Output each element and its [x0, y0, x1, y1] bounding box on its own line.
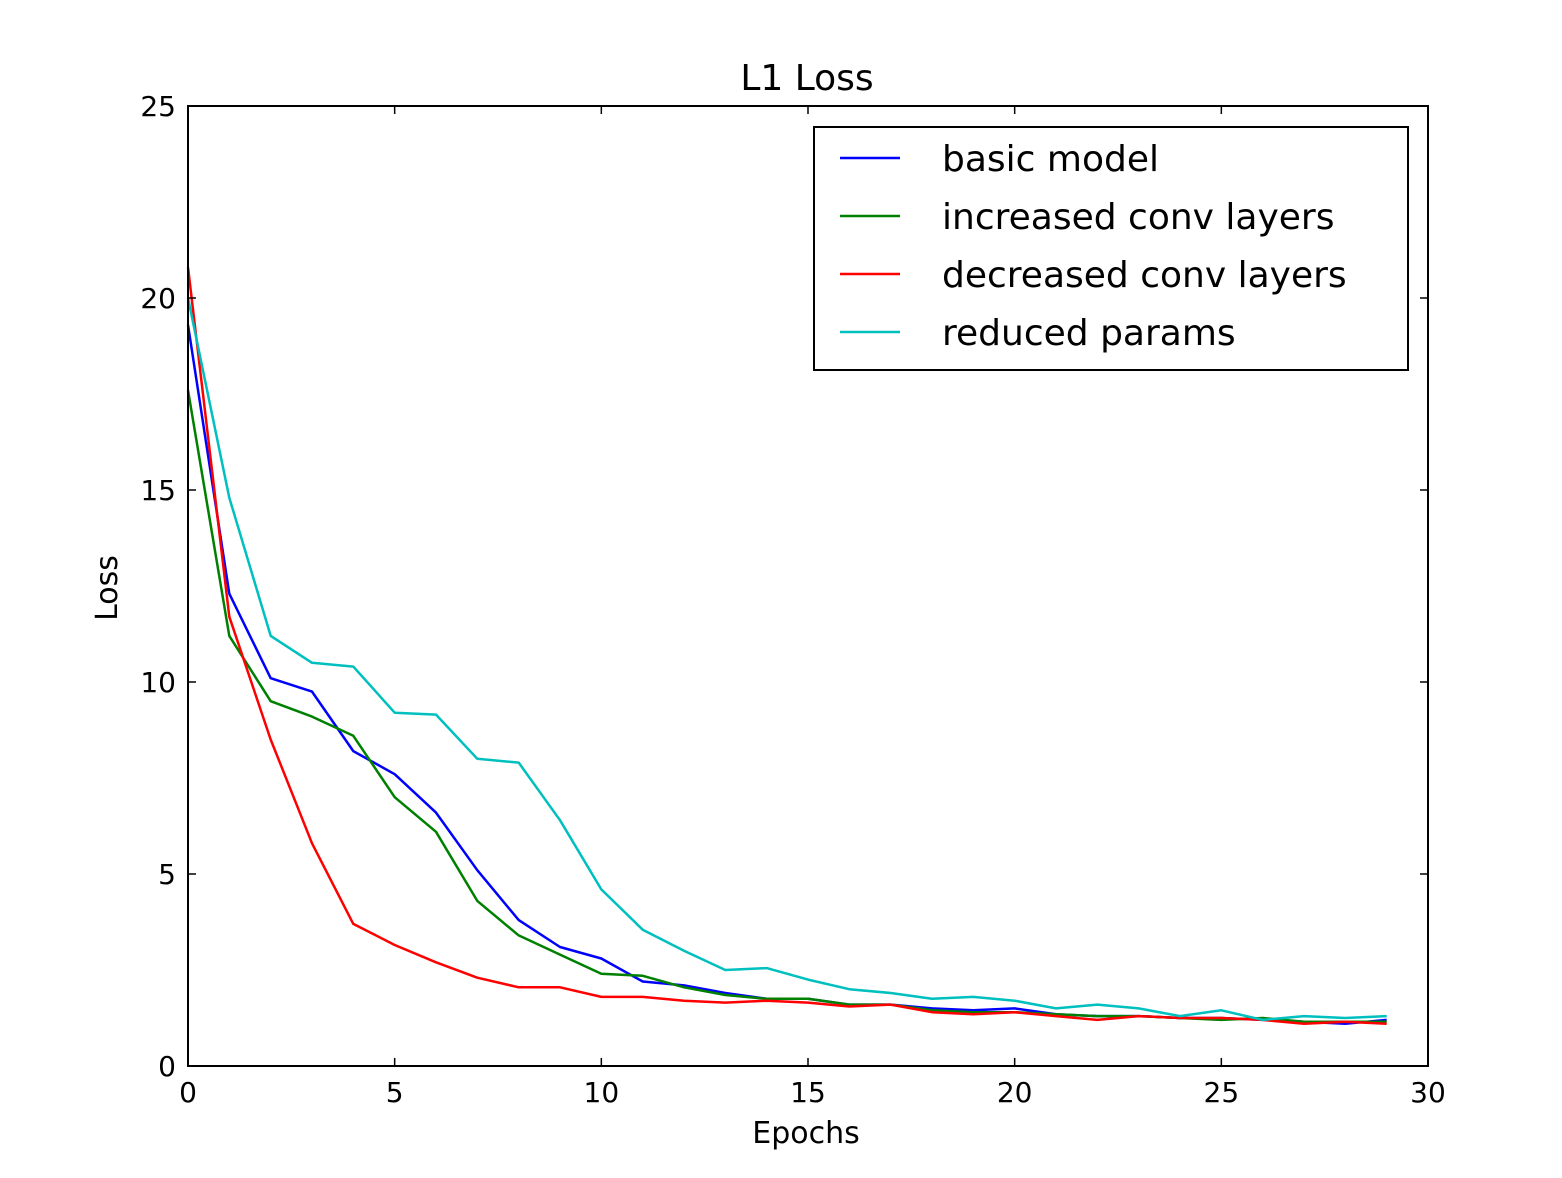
- y-tick-label: 0: [158, 1050, 176, 1083]
- y-axis-label: Loss: [90, 555, 125, 621]
- y-tick-label: 25: [140, 90, 176, 123]
- x-tick-label: 0: [179, 1076, 197, 1109]
- series-line-4: [186, 297, 1387, 1022]
- legend-label-2: increased conv layers: [942, 197, 1334, 238]
- x-tick-label: 25: [1204, 1076, 1240, 1109]
- x-tick-label: 10: [584, 1076, 620, 1109]
- y-tick-label: 10: [140, 666, 176, 699]
- legend-label-3: decreased conv layers: [942, 255, 1347, 296]
- series-line-3: [186, 267, 1387, 1026]
- legend-label-1: basic model: [942, 139, 1159, 180]
- x-tick-label: 5: [386, 1076, 404, 1109]
- x-tick-label: 20: [997, 1076, 1033, 1109]
- chart-title: L1 Loss: [740, 58, 873, 99]
- y-tick-label: 20: [140, 282, 176, 315]
- y-tick-label: 5: [158, 858, 176, 891]
- tick-layer: 0 5 10 15 20 25 30 0 5 10 15 20 25: [140, 90, 1445, 1109]
- legend-box: [813, 126, 1409, 371]
- legend: basic model increased conv layers decrease…: [813, 126, 1409, 371]
- x-tick-label: 15: [790, 1076, 826, 1109]
- x-axis-label: Epochs: [752, 1116, 860, 1151]
- x-tick-label: 30: [1410, 1076, 1446, 1109]
- series-layer: [186, 267, 1387, 1026]
- legend-label-4: reduced params: [942, 313, 1236, 354]
- y-tick-label: 15: [140, 474, 176, 507]
